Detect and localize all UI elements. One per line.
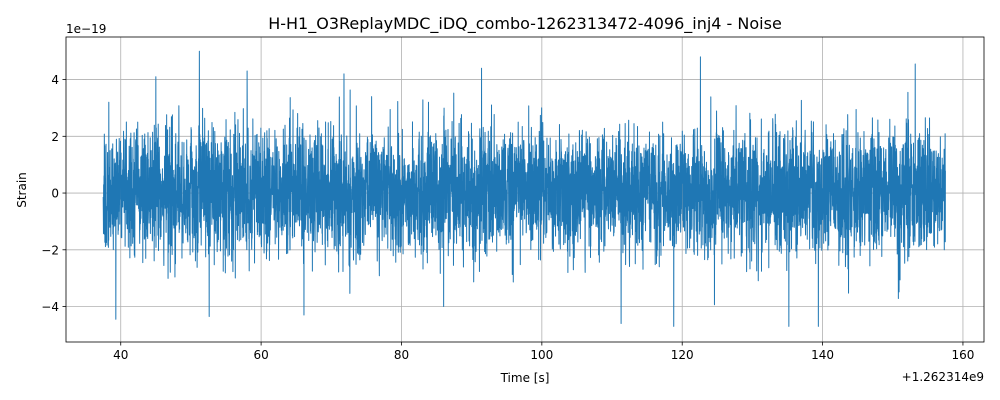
y-tick-label: −4 [41, 300, 59, 314]
y-axis-label: Strain [15, 172, 29, 208]
y-axis: −4 −2 0 2 4 [41, 73, 66, 314]
x-tick-label: 80 [394, 348, 409, 362]
plot-frame [65, 36, 985, 343]
y-scale-label: 1e−19 [66, 22, 106, 36]
y-tick-label: 4 [51, 73, 59, 87]
x-axis: 40 60 80 100 120 140 160 [113, 342, 974, 362]
x-tick-label: 100 [530, 348, 553, 362]
x-tick-label: 160 [951, 348, 974, 362]
x-tick-label: 120 [671, 348, 694, 362]
x-offset-label: +1.262314e9 [902, 370, 984, 384]
series-line [102, 50, 946, 327]
x-axis-label: Time [s] [500, 371, 550, 385]
x-tick-label: 140 [811, 348, 834, 362]
y-tick-label: 0 [51, 187, 59, 201]
x-tick-label: 40 [113, 348, 128, 362]
x-tick-label: 60 [253, 348, 268, 362]
y-tick-label: 2 [51, 130, 59, 144]
chart-title: H-H1_O3ReplayMDC_iDQ_combo-1262313472-40… [268, 14, 782, 34]
y-tick-label: −2 [41, 243, 59, 257]
